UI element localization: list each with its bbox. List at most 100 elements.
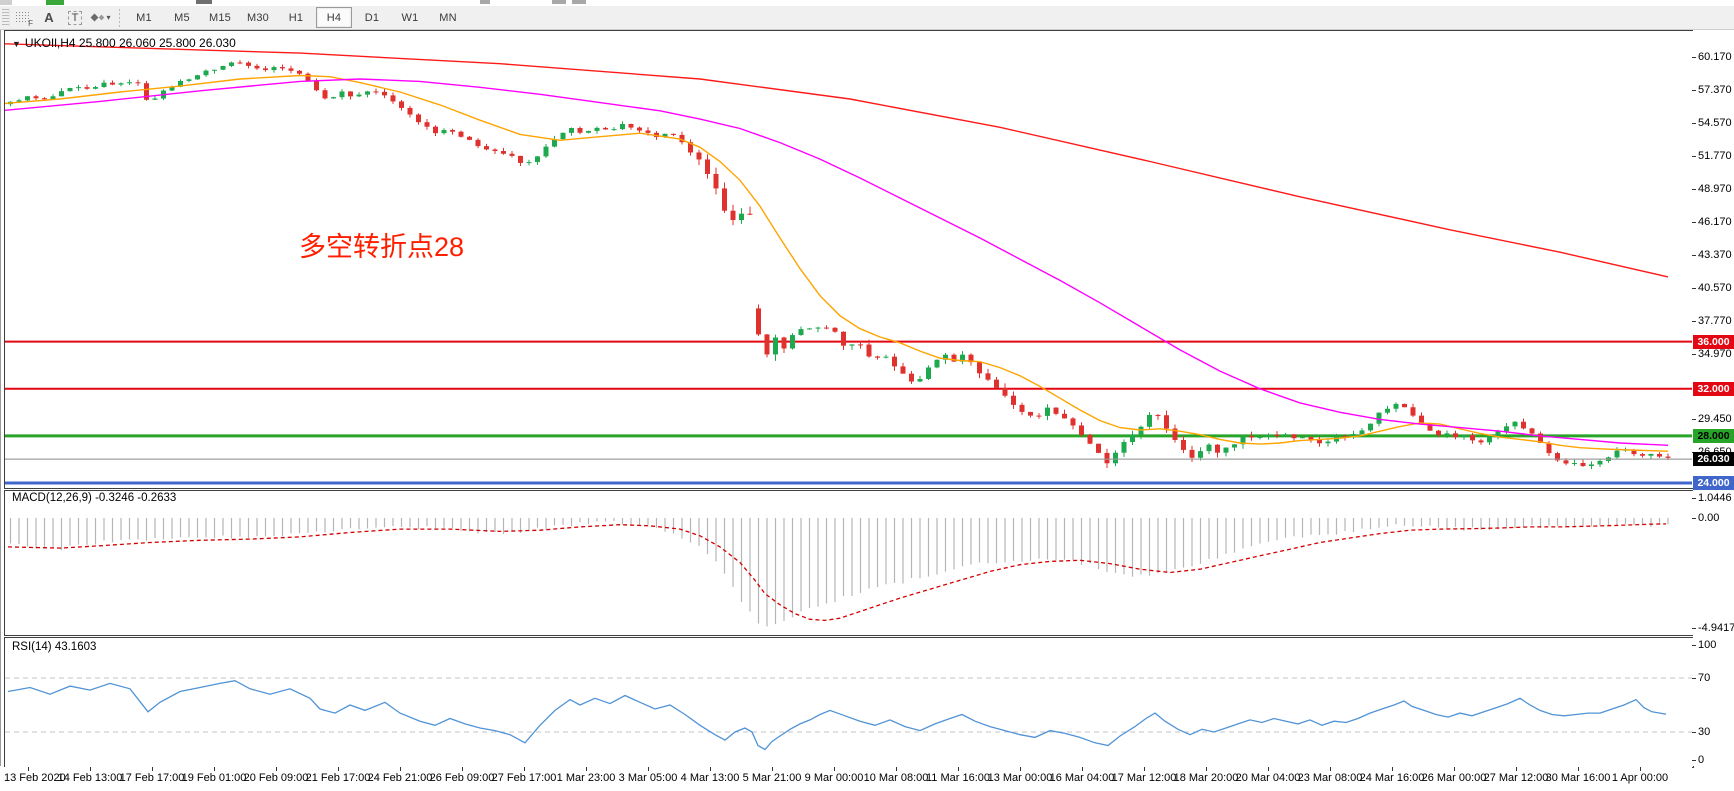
time-tick-mark — [1578, 767, 1579, 771]
chart-symbol-title: ▼ UKOIl,H4 25.800 26.060 25.800 26.030 — [12, 36, 236, 50]
price-tick-mark — [1692, 89, 1696, 91]
collapse-triangle-icon[interactable]: ▼ — [12, 39, 21, 49]
chart-text-annotation[interactable]: 多空转折点28 — [299, 232, 465, 262]
price-tick-mark — [1692, 418, 1696, 420]
price-tick-mark — [1692, 353, 1696, 355]
price-tick-label: 0.00 — [1698, 512, 1720, 524]
crosshair-grid-button[interactable]: F — [11, 7, 35, 28]
time-tick-mark — [524, 767, 525, 771]
price-tick-label: 60.170 — [1698, 51, 1732, 63]
time-tick-label: 27 Mar 12:00 — [1483, 772, 1549, 784]
time-tick-mark — [462, 767, 463, 771]
time-axis[interactable]: 13 Feb 2020 14 Feb 13:00 17 Feb 17:00 19 Fe… — [4, 767, 1692, 791]
time-tick-label: 21 Feb 17:00 — [305, 772, 371, 784]
time-tick-mark — [1268, 767, 1269, 771]
time-tick-mark — [772, 767, 773, 771]
time-tick-label: 17 Feb 17:00 — [119, 772, 185, 784]
price-tick-label: 43.370 — [1698, 248, 1732, 261]
time-tick-label: 1 Mar 23:00 — [556, 772, 616, 784]
price-tick-mark — [1692, 122, 1696, 124]
price-tick-label: 34.970 — [1698, 347, 1732, 360]
price-tick-mark — [1692, 518, 1696, 519]
timeframe-button-h1[interactable]: H1 — [288, 11, 304, 24]
timeframe-button-h4[interactable]: H4 — [316, 7, 352, 28]
time-tick-label: 23 Mar 08:00 — [1297, 772, 1363, 784]
price-axis[interactable]: 60.170 57.370 54.570 51.770 48.970 46.170 43.3… — [1692, 30, 1734, 766]
timeframe-button-m15[interactable]: M15 — [209, 11, 231, 24]
price-tick-label: 30 — [1698, 726, 1711, 738]
time-tick-mark — [90, 767, 91, 771]
label-t-icon: T — [67, 10, 83, 25]
timeframe-button-d1[interactable]: D1 — [364, 11, 380, 24]
timeframe-button-mn[interactable]: MN — [439, 11, 457, 24]
price-tick-mark — [1692, 221, 1696, 223]
arrows-shapes-button[interactable]: ▾ — [89, 7, 113, 28]
time-tick-label: 20 Mar 04:00 — [1235, 772, 1301, 784]
clipped-toolbar-fragment — [572, 0, 586, 4]
clipped-toolbar-fragment — [0, 0, 12, 5]
time-tick-label: 27 Feb 17:00 — [491, 772, 557, 784]
price-tick-mark — [1692, 254, 1696, 256]
price-tick-label: 51.770 — [1698, 149, 1732, 162]
time-tick-label: 30 Mar 16:00 — [1545, 772, 1611, 784]
macd-indicator-pane[interactable] — [4, 490, 1694, 636]
time-tick-mark — [214, 767, 215, 771]
price-tick-label: 54.570 — [1698, 116, 1732, 129]
price-tick-mark — [1692, 645, 1696, 646]
time-tick-label: 13 Feb 2020 — [4, 772, 66, 784]
time-tick-mark — [1454, 767, 1455, 771]
time-tick-mark — [586, 767, 587, 771]
price-tick-label: 40.570 — [1698, 281, 1732, 294]
time-tick-label: 13 Mar 00:00 — [987, 772, 1053, 784]
dropdown-caret-icon: ▾ — [106, 13, 111, 22]
time-tick-mark — [1082, 767, 1083, 771]
level-badge-36.000: 36.000 — [1693, 334, 1734, 349]
price-tick-mark — [1692, 188, 1696, 190]
main-price-pane[interactable] — [4, 30, 1694, 489]
shapes-icon — [91, 13, 105, 22]
time-tick-label: 17 Mar 12:00 — [1111, 772, 1177, 784]
time-tick-label: 24 Feb 21:00 — [367, 772, 433, 784]
level-badge-24.000: 24.000 — [1693, 476, 1734, 490]
timeframe-button-m1[interactable]: M1 — [136, 11, 152, 24]
level-badge-28.000: 28.000 — [1693, 428, 1734, 443]
time-tick-label: 26 Mar 00:00 — [1421, 772, 1487, 784]
price-tick-label: 29.450 — [1698, 412, 1732, 425]
time-tick-mark — [276, 767, 277, 771]
macd-indicator-label: MACD(12,26,9) -0.3246 -0.2633 — [12, 492, 177, 504]
time-tick-mark — [834, 767, 835, 771]
rsi-indicator-label: RSI(14) 43.1603 — [12, 641, 97, 653]
timeframe-button-m5[interactable]: M5 — [174, 11, 190, 24]
price-tick-mark — [1692, 678, 1696, 679]
time-tick-label: 20 Feb 09:00 — [243, 772, 309, 784]
time-tick-mark — [1144, 767, 1145, 771]
price-tick-label: 57.370 — [1698, 83, 1732, 96]
time-tick-label: 16 Mar 04:00 — [1049, 772, 1115, 784]
clipped-toolbar-fragment — [552, 0, 566, 4]
timeframe-button-m30[interactable]: M30 — [247, 11, 269, 24]
insert-text-button[interactable]: A — [37, 7, 61, 28]
toolbar-grip[interactable] — [2, 8, 10, 27]
price-tick-label: 1.0446 — [1698, 492, 1732, 504]
time-tick-mark — [1392, 767, 1393, 771]
time-tick-mark — [958, 767, 959, 771]
time-tick-mark — [648, 767, 649, 771]
rsi-indicator-pane[interactable] — [4, 637, 1694, 768]
clipped-toolbar-fragment — [480, 0, 490, 4]
time-tick-mark — [338, 767, 339, 771]
insert-label-button[interactable]: T — [63, 7, 87, 28]
time-tick-label: 18 Mar 20:00 — [1173, 772, 1239, 784]
time-tick-mark — [1206, 767, 1207, 771]
price-tick-mark — [1692, 57, 1696, 58]
price-tick-label: 100 — [1698, 639, 1717, 651]
time-tick-mark — [1020, 767, 1021, 771]
time-tick-mark — [28, 767, 29, 771]
price-tick-mark — [1692, 628, 1696, 629]
clipped-toolbar-fragment — [196, 0, 212, 4]
timeframe-button-w1[interactable]: W1 — [401, 11, 419, 24]
level-badge-32.000: 32.000 — [1693, 381, 1734, 396]
price-tick-label: 37.770 — [1698, 314, 1732, 327]
time-tick-label: 11 Mar 16:00 — [925, 772, 991, 784]
time-tick-mark — [1330, 767, 1331, 771]
price-tick-label: 70 — [1698, 672, 1711, 684]
